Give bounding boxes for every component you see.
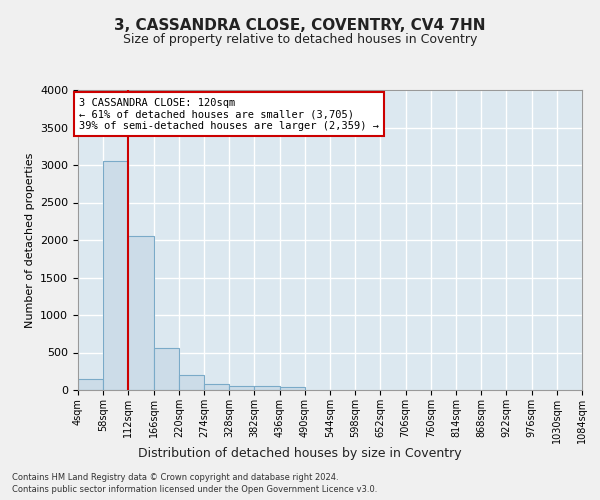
Bar — [128, 236, 154, 390]
Bar — [204, 384, 229, 390]
Bar — [154, 348, 179, 390]
Text: Distribution of detached houses by size in Coventry: Distribution of detached houses by size … — [138, 448, 462, 460]
Text: Size of property relative to detached houses in Coventry: Size of property relative to detached ho… — [123, 32, 477, 46]
Bar — [103, 161, 128, 390]
Y-axis label: Number of detached properties: Number of detached properties — [25, 152, 35, 328]
Bar — [280, 387, 305, 390]
Text: 3, CASSANDRA CLOSE, COVENTRY, CV4 7HN: 3, CASSANDRA CLOSE, COVENTRY, CV4 7HN — [114, 18, 486, 32]
Text: Contains HM Land Registry data © Crown copyright and database right 2024.: Contains HM Land Registry data © Crown c… — [12, 472, 338, 482]
Bar — [254, 386, 280, 390]
Text: Contains public sector information licensed under the Open Government Licence v3: Contains public sector information licen… — [12, 485, 377, 494]
Text: 3 CASSANDRA CLOSE: 120sqm
← 61% of detached houses are smaller (3,705)
39% of se: 3 CASSANDRA CLOSE: 120sqm ← 61% of detac… — [79, 98, 379, 130]
Bar — [179, 375, 204, 390]
Bar — [78, 379, 103, 390]
Bar — [229, 386, 254, 390]
